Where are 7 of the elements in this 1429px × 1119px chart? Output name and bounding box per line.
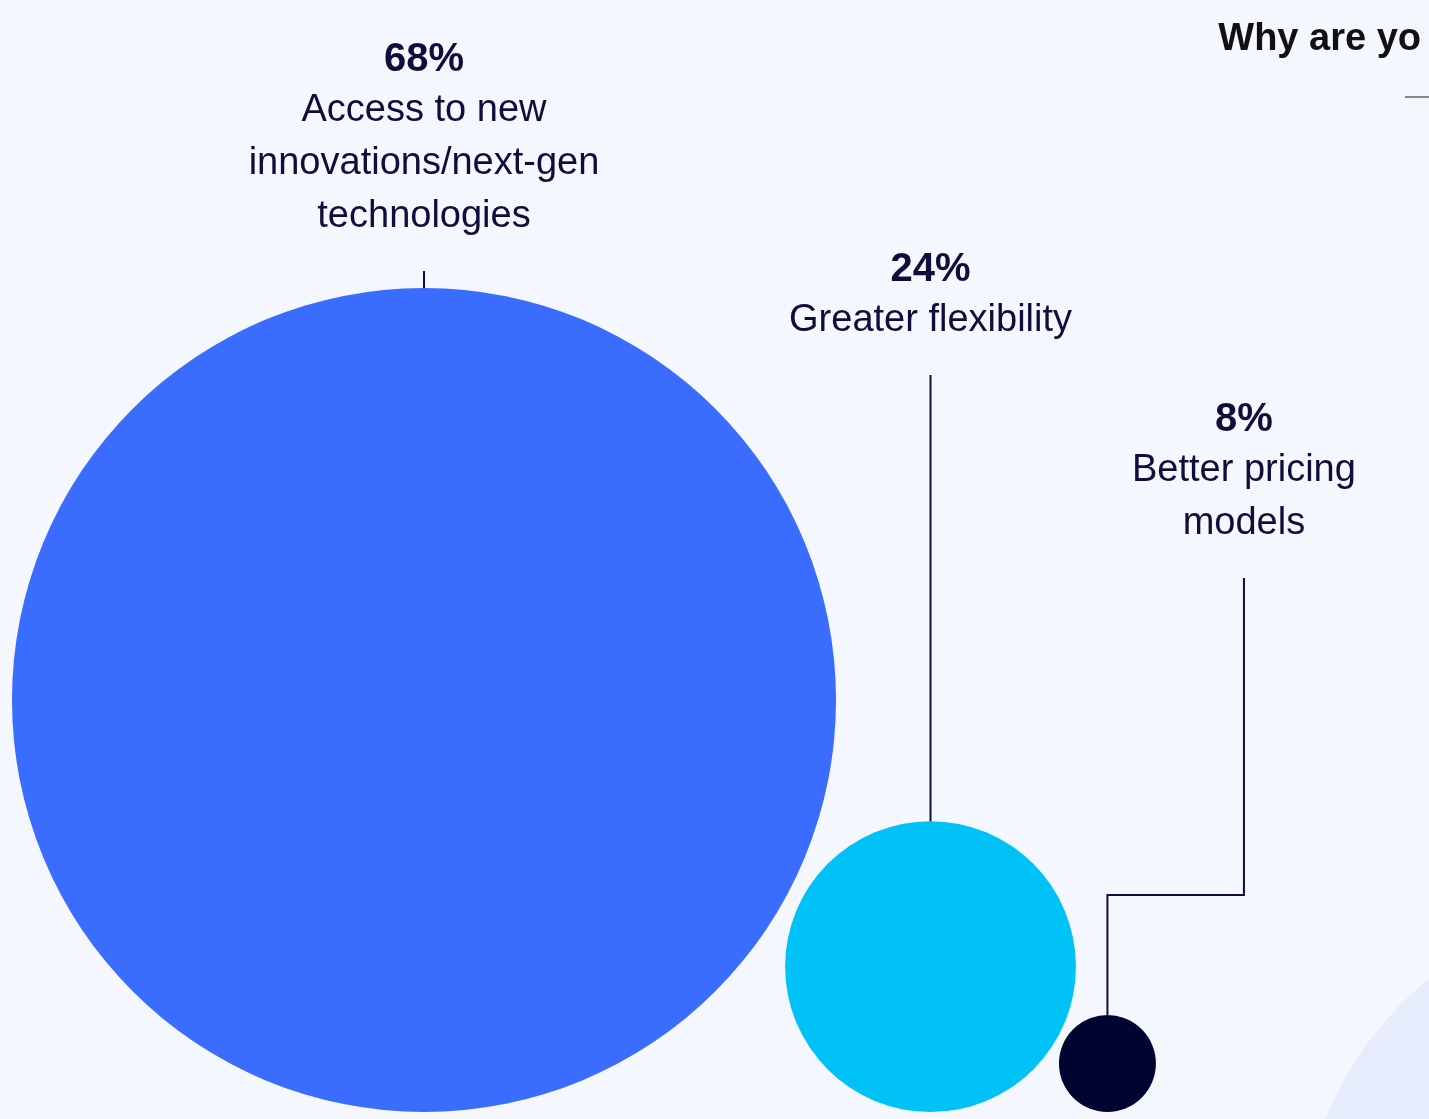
category-label: Greater flexibility bbox=[789, 297, 1073, 340]
text: Why are yo bbox=[1218, 16, 1421, 59]
category-label: Better pricing models bbox=[1132, 447, 1356, 543]
data-label: 68% bbox=[383, 35, 465, 80]
data-label: 24% bbox=[890, 245, 971, 290]
data-label: 8% bbox=[1215, 395, 1273, 440]
category-label: Access to new innovations/next-gen technologies bbox=[248, 87, 600, 236]
